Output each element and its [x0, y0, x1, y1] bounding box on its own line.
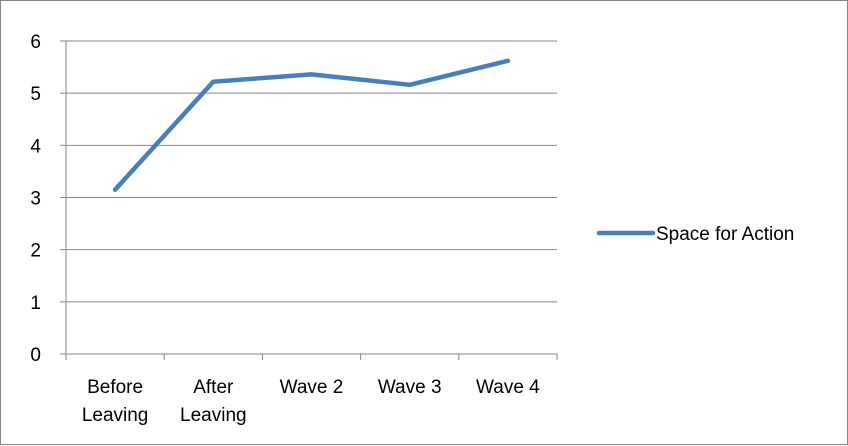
legend-label-space-for-action: Space for Action [656, 224, 794, 245]
x-tick-label-5: Wave 4 [476, 377, 540, 398]
series-line-1 [112, 58, 511, 192]
x-axis-tick-labels: Before Leaving After Leaving Wave 2 Wave 3 Wav… [82, 377, 540, 426]
series-lines [112, 58, 511, 192]
data-point-1-3 [309, 72, 314, 77]
y-axis-tick-labels: 0 1 2 3 4 5 6 [30, 32, 41, 366]
data-point-1-2 [211, 79, 216, 84]
x-tick-label-3: Wave 2 [280, 377, 344, 398]
x-tick-label-1: Before Leaving [82, 377, 149, 426]
x-tick-label-4: Wave 3 [378, 377, 442, 398]
y-tick-label-1: 1 [30, 293, 41, 314]
data-point-1-1 [113, 187, 118, 192]
y-tick-label-3: 3 [30, 189, 41, 210]
y-tick-label-6: 6 [30, 32, 41, 53]
y-tick-label-4: 4 [30, 136, 41, 157]
y-tick-label-2: 2 [30, 241, 41, 262]
data-point-1-5 [505, 58, 510, 63]
gridlines [66, 40, 557, 303]
y-tick-label-5: 5 [30, 84, 41, 105]
legend: Space for Action [596, 224, 794, 245]
x-tick-label-2: After Leaving [180, 377, 247, 426]
y-tick-label-0: 0 [30, 345, 41, 366]
data-point-1-4 [407, 82, 412, 87]
axes [60, 40, 558, 360]
